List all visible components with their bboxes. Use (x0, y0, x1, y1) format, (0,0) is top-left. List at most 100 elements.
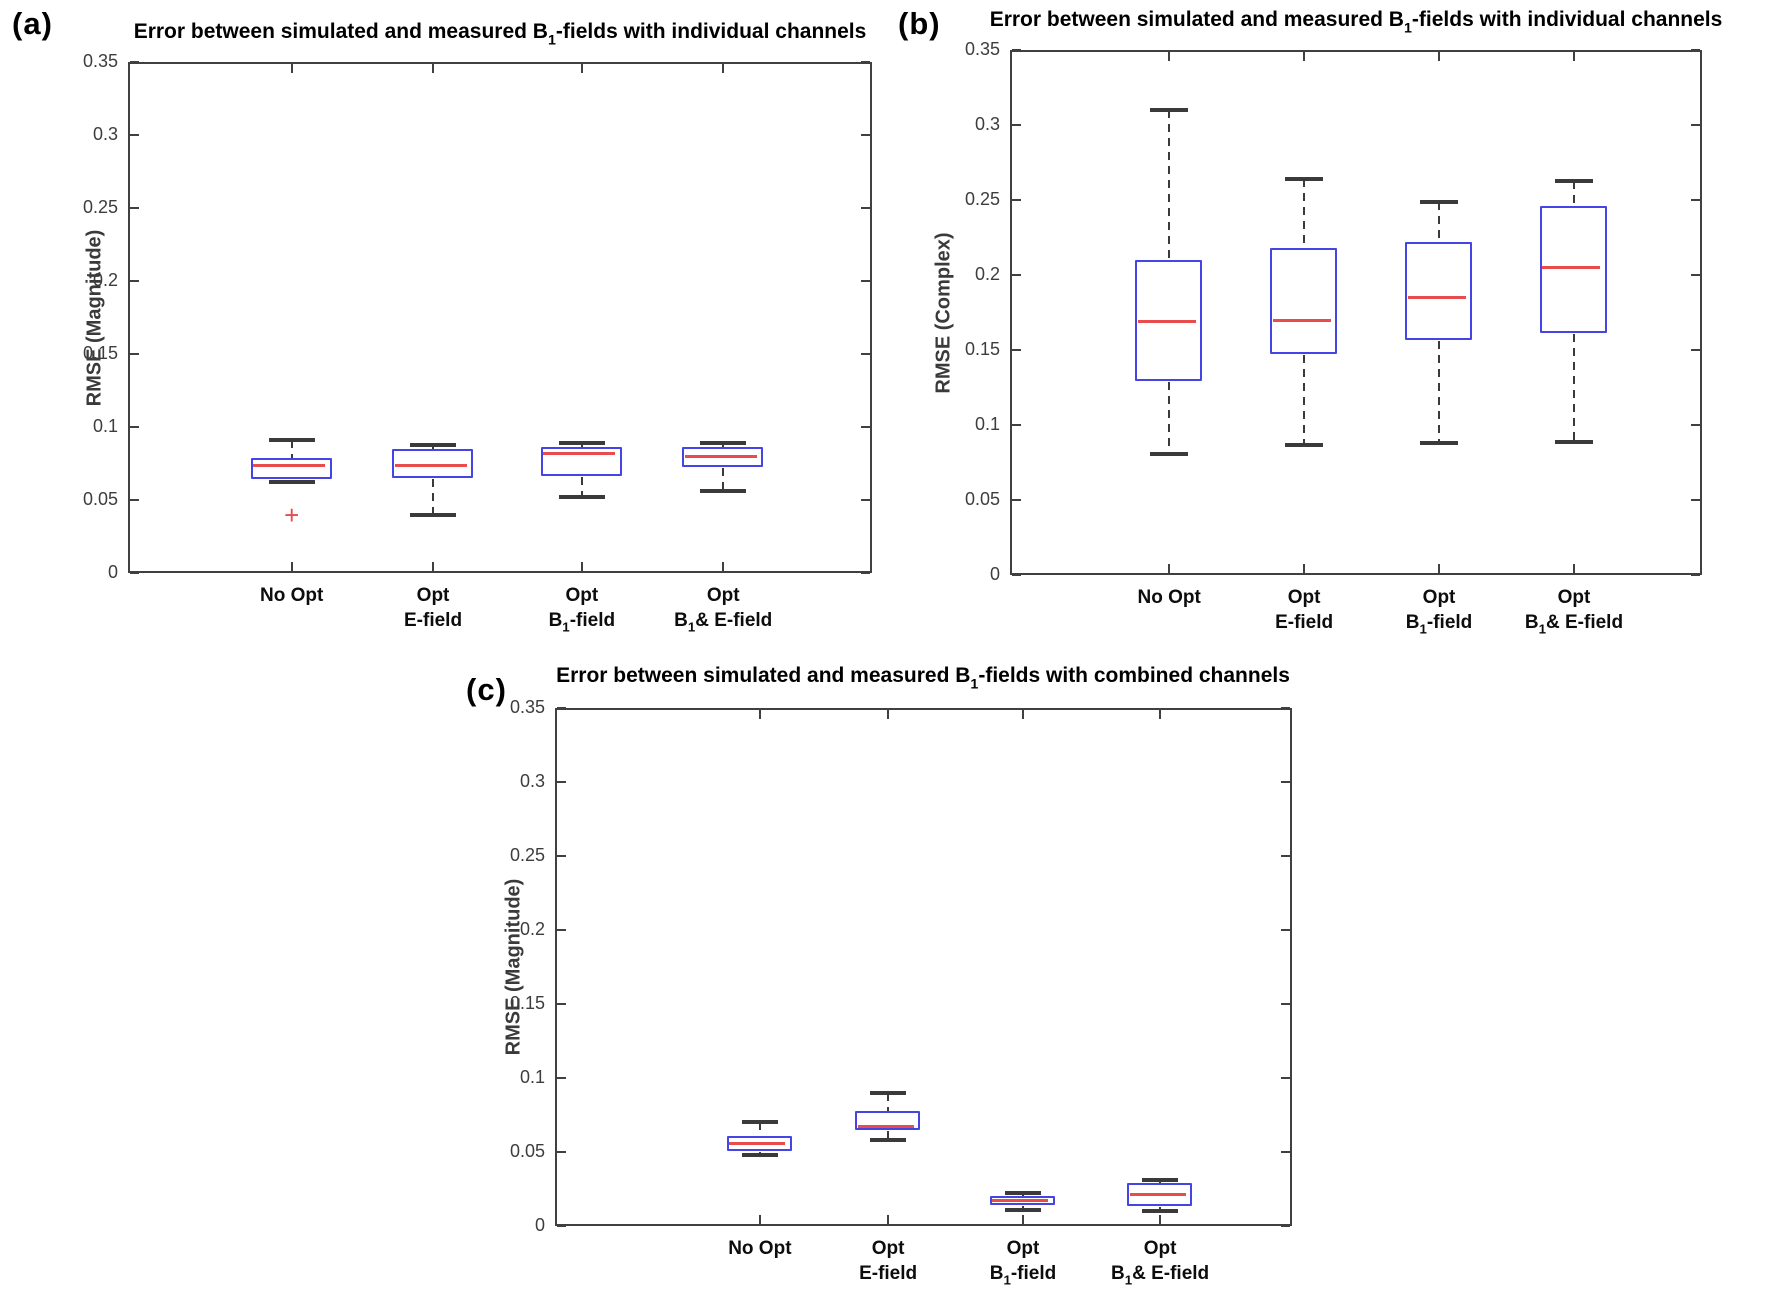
y-tick-label: 0 (107, 562, 118, 582)
title-text: -fields with combined channels (978, 664, 1290, 687)
x-tick-label: Opt B1& E-field (628, 583, 818, 639)
y-tick (1691, 574, 1700, 576)
y-tick-label: 0.3 (519, 771, 545, 791)
x-tick (1303, 52, 1306, 61)
y-tick (1691, 49, 1700, 51)
x-tick-label-line2: E-field (859, 1263, 918, 1284)
y-tick-label: 0.15 (964, 339, 1000, 359)
y-tick (1012, 424, 1021, 426)
whisker-upper (722, 443, 725, 448)
x-tick (290, 64, 293, 73)
y-tick (861, 134, 870, 136)
y-tick (130, 134, 139, 136)
y-tick-label: 0.3 (974, 114, 1000, 134)
box (250, 457, 332, 479)
box (1405, 242, 1473, 340)
y-tick-label: 0.1 (519, 1067, 545, 1087)
median-line (729, 1141, 786, 1145)
median-line (1272, 318, 1331, 322)
y-tick (1281, 1003, 1290, 1005)
y-tick-label: 0.05 (964, 489, 1000, 509)
x-tick-label-line1: Opt (1143, 1238, 1177, 1259)
whisker-cap-lower (1285, 442, 1324, 447)
whisker-upper (290, 440, 293, 458)
y-tick (557, 855, 566, 857)
whisker-upper (432, 444, 435, 449)
x-tick-label-line1: Opt (706, 585, 740, 606)
plot-frame (1010, 50, 1702, 575)
x-tick-label-line1: No Opt (728, 1238, 792, 1259)
y-tick-label: 0.1 (92, 416, 118, 436)
x-tick-label-line1: No Opt (1137, 587, 1201, 608)
y-tick (1012, 124, 1021, 126)
x-tick (1021, 1215, 1024, 1224)
whisker-cap-lower (268, 479, 315, 484)
y-tick-label: 0.35 (509, 697, 545, 717)
x-tick (1572, 52, 1575, 61)
y-tick-label: 0.2 (92, 270, 118, 290)
x-tick (1168, 52, 1171, 61)
x-tick-label: Opt B1& E-field (1479, 585, 1669, 641)
x-tick-label: Opt B1-field (928, 1236, 1118, 1292)
y-tick (1281, 707, 1290, 709)
whisker-cap-lower (1142, 1209, 1179, 1214)
x-tick (722, 64, 725, 73)
x-tick-label-line1: Opt (565, 585, 599, 606)
box (540, 446, 622, 476)
y-tick (1012, 49, 1021, 51)
title-subscript: 1 (1403, 20, 1412, 37)
x-tick-label: Opt E-field (793, 1236, 983, 1286)
x-tick-label-line1: Opt (1557, 587, 1591, 608)
y-tick (1012, 199, 1021, 201)
title-text: -fields with individual channels (1411, 8, 1723, 31)
whisker-cap-upper (1554, 178, 1593, 183)
y-tick (1012, 349, 1021, 351)
y-tick (557, 781, 566, 783)
y-tick (130, 572, 139, 574)
x-tick-label: Opt B1-field (487, 583, 677, 639)
y-tick (130, 426, 139, 428)
y-tick-label: 0.2 (519, 919, 545, 939)
y-tick-label: 0.25 (509, 845, 545, 865)
whisker-lower (722, 467, 725, 492)
y-tick (861, 426, 870, 428)
y-tick (130, 207, 139, 209)
y-tick-label: 0.15 (82, 343, 118, 363)
whisker-cap-upper (870, 1090, 907, 1095)
y-tick (1691, 124, 1700, 126)
y-tick-label: 0 (534, 1215, 545, 1235)
y-tick (557, 1077, 566, 1079)
x-tick (1168, 564, 1171, 573)
x-tick (758, 1215, 761, 1224)
y-tick (557, 1225, 566, 1227)
x-tick (432, 64, 435, 73)
box (989, 1195, 1055, 1206)
whisker-cap-lower (741, 1152, 778, 1157)
panel-a-label: (a) (12, 6, 53, 41)
title-text: Error between simulated and measured B (556, 664, 971, 687)
x-tick (1159, 710, 1162, 719)
box (682, 447, 764, 467)
x-tick (887, 710, 890, 719)
title-subscript: 1 (970, 676, 979, 693)
y-tick-label: 0.35 (82, 51, 118, 71)
x-tick-label-line2: B1& E-field (1524, 612, 1624, 637)
panel-c-y-axis-label: RMSE (Magnitude) (502, 878, 525, 1056)
whisker-cap-upper (741, 1120, 778, 1125)
panel-c-title: Error between simulated and measured B1-… (486, 664, 1360, 692)
x-tick (1438, 564, 1441, 573)
whisker-cap-upper (268, 438, 315, 443)
plot-frame (128, 62, 872, 573)
y-tick-label: 0.3 (92, 124, 118, 144)
y-tick (557, 707, 566, 709)
panel-b-label: (b) (898, 6, 941, 41)
y-tick-label: 0.2 (974, 264, 1000, 284)
x-tick-label: Opt B1-field (1344, 585, 1534, 641)
whisker-cap-upper (1420, 199, 1459, 204)
y-tick (1691, 499, 1700, 501)
y-tick (130, 61, 139, 63)
y-tick (1691, 424, 1700, 426)
x-tick-label: Opt E-field (338, 583, 528, 633)
whisker-cap-lower (1420, 441, 1459, 445)
